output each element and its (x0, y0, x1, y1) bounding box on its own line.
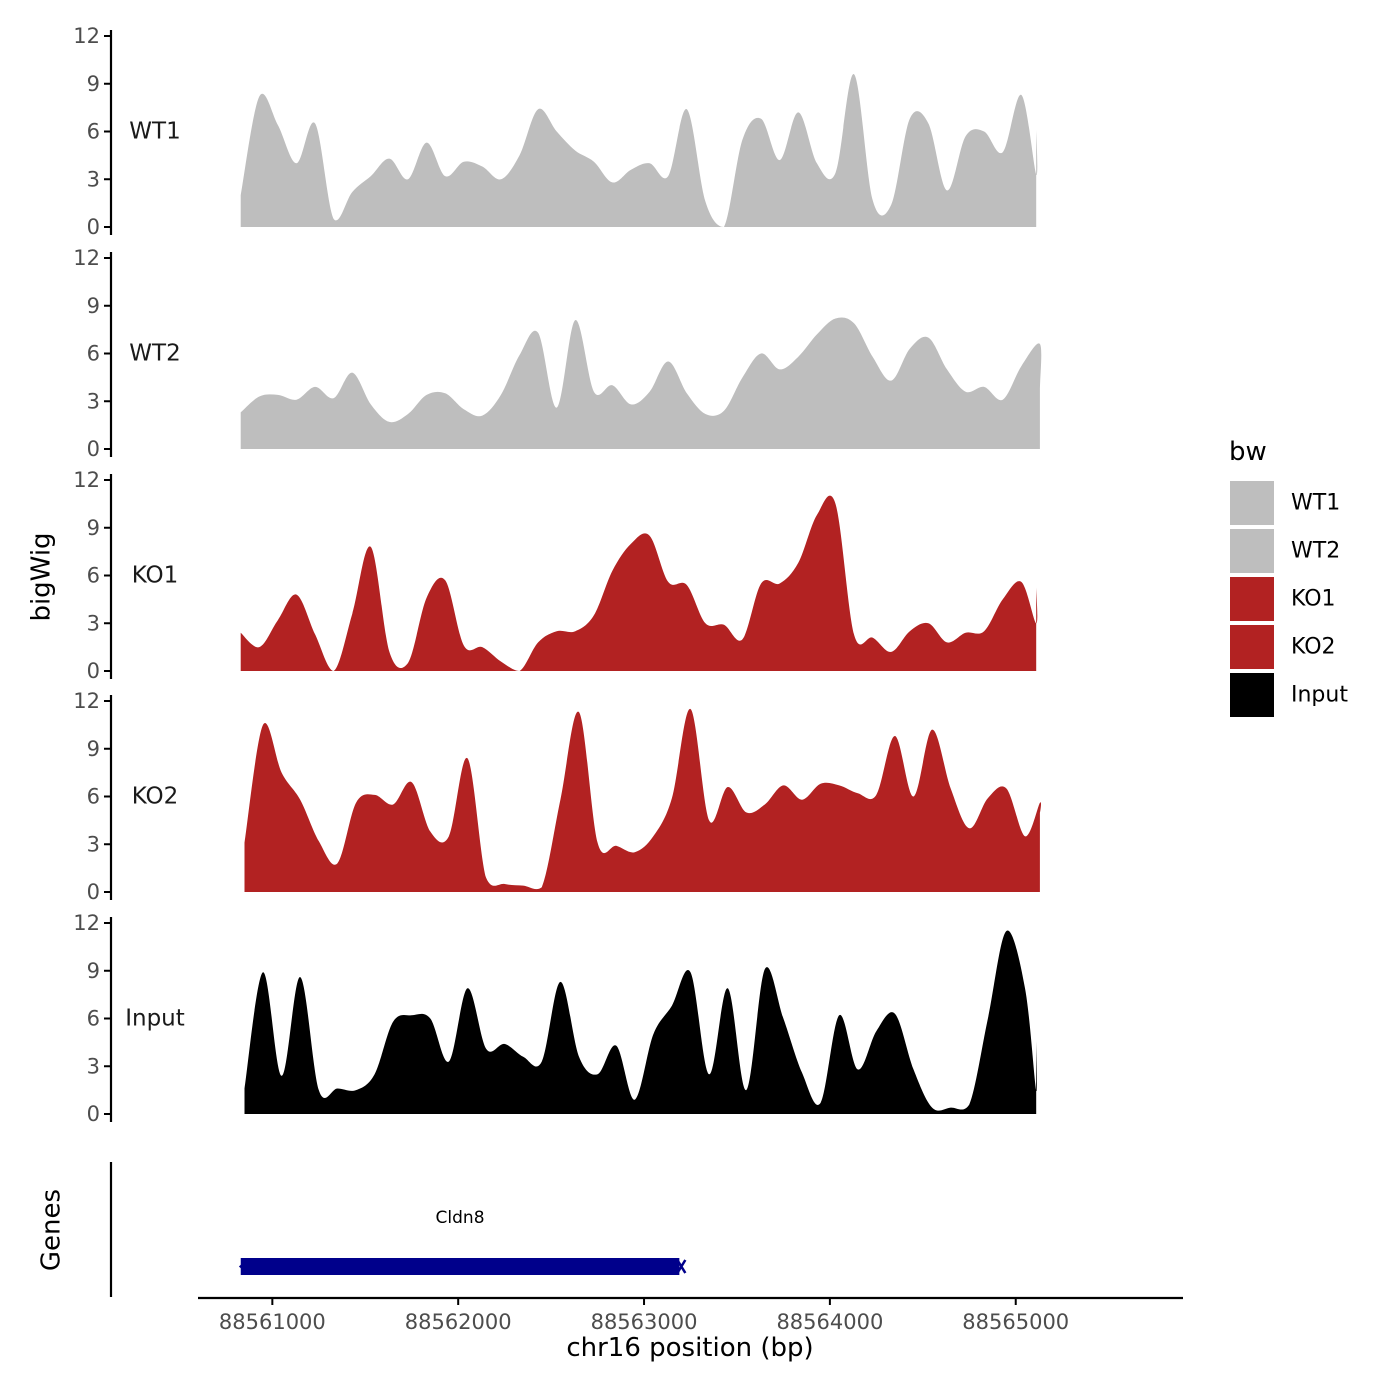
y-tick-label-wt2-12: 12 (73, 246, 100, 270)
y-tick-label-ko1-12: 12 (73, 468, 100, 492)
y-tick-label-wt1-0: 0 (87, 215, 100, 239)
track-label-ko2: KO2 (132, 784, 179, 810)
genes-panel: Genes Cldn8 (37, 1162, 687, 1297)
track-label-wt2: WT2 (129, 341, 180, 367)
legend-key-ko2 (1228, 623, 1276, 671)
legend-items: WT1 WT2 KO1 KO2 Input (1228, 479, 1348, 719)
track-ko1: 0 3 6 9 12 KO1 (73, 468, 1038, 683)
y-tick-label-wt1-9: 9 (87, 72, 100, 96)
x-axis-title: chr16 position (bp) (566, 1333, 813, 1363)
y-tick-label-ko1-0: 0 (87, 659, 100, 683)
legend-label-wt2: WT2 (1291, 539, 1340, 564)
y-tick-label-ko2-9: 9 (87, 737, 100, 761)
track-wt2: 0 3 6 9 12 WT2 (73, 246, 1042, 461)
x-tick-label-88561000: 88561000 (219, 1310, 326, 1334)
y-tick-label-ko1-6: 6 (87, 564, 100, 588)
legend-title: bw (1229, 437, 1267, 467)
y-tick-label-ko2-12: 12 (73, 689, 100, 713)
gene-cldn8: Cldn8 (238, 1208, 687, 1275)
y-tick-label-wt2-9: 9 (87, 294, 100, 318)
x-tick-label-88564000: 88564000 (776, 1310, 883, 1334)
gene-strand-arrow-end-cldn8 (676, 1259, 687, 1274)
x-axis: 88561000 88562000 88563000 88564000 88565000… (198, 1296, 1183, 1363)
genes-panel-label: Genes (37, 1189, 67, 1271)
gene-models: Cldn8 (238, 1208, 687, 1275)
x-tick-label-88562000: 88562000 (405, 1310, 512, 1334)
y-tick-label-wt2-6: 6 (87, 342, 100, 366)
coverage-area-input (244, 930, 1037, 1114)
x-tick-label-88565000: 88565000 (962, 1310, 1069, 1334)
gene-label-cldn8: Cldn8 (436, 1208, 485, 1228)
y-tick-label-ko2-3: 3 (87, 832, 100, 856)
coverage-area-wt2 (240, 307, 1042, 449)
legend-key-wt1 (1228, 479, 1276, 527)
y-tick-label-ko2-6: 6 (87, 785, 100, 809)
legend-key-wt2 (1228, 527, 1276, 575)
legend-label-input: Input (1291, 683, 1348, 708)
gene-strand-arrow-start-cldn8 (238, 1260, 248, 1273)
track-label-input: Input (125, 1006, 185, 1032)
y-tick-label-input-0: 0 (87, 1102, 100, 1126)
x-tick-label-88563000: 88563000 (591, 1310, 698, 1334)
legend-label-wt1: WT1 (1291, 491, 1340, 516)
y-tick-label-wt1-3: 3 (87, 167, 100, 191)
y-tick-label-wt1-6: 6 (87, 120, 100, 144)
coverage-area-ko2 (244, 708, 1042, 892)
gene-body-cldn8 (240, 1258, 680, 1275)
legend: bw WT1 WT2 KO1 KO2 Input (1228, 437, 1348, 719)
x-axis-ticks: 88561000 88562000 88563000 88564000 88565000 (219, 1298, 1069, 1334)
track-label-wt1: WT1 (129, 119, 180, 145)
coverage-area-ko1 (240, 495, 1038, 671)
coverage-area-wt1 (240, 74, 1038, 227)
y-tick-label-input-9: 9 (87, 959, 100, 983)
y-tick-label-input-3: 3 (87, 1054, 100, 1078)
y-tick-label-input-6: 6 (87, 1007, 100, 1031)
y-tick-label-ko2-0: 0 (87, 880, 100, 904)
track-label-ko1: KO1 (132, 563, 179, 589)
legend-label-ko2: KO2 (1291, 635, 1336, 660)
legend-key-input (1228, 671, 1276, 719)
y-axis-title: bigWig (27, 532, 57, 621)
y-tick-label-ko1-9: 9 (87, 516, 100, 540)
coverage-tracks: 0 3 6 9 12 WT1 0 3 6 9 12 WT2 0 3 6 9 12 KO1 0 3 6 9 12 KO2 0 3 6 9… (73, 24, 1042, 1126)
legend-key-ko1 (1228, 575, 1276, 623)
y-tick-label-wt1-12: 12 (73, 24, 100, 48)
track-ko2: 0 3 6 9 12 KO2 (73, 689, 1042, 904)
legend-label-ko1: KO1 (1291, 587, 1336, 612)
y-tick-label-wt2-3: 3 (87, 389, 100, 413)
track-input: 0 3 6 9 12 Input (73, 911, 1037, 1126)
y-tick-label-wt2-0: 0 (87, 437, 100, 461)
y-tick-label-input-12: 12 (73, 911, 100, 935)
y-tick-label-ko1-3: 3 (87, 611, 100, 635)
track-wt1: 0 3 6 9 12 WT1 (73, 24, 1038, 239)
